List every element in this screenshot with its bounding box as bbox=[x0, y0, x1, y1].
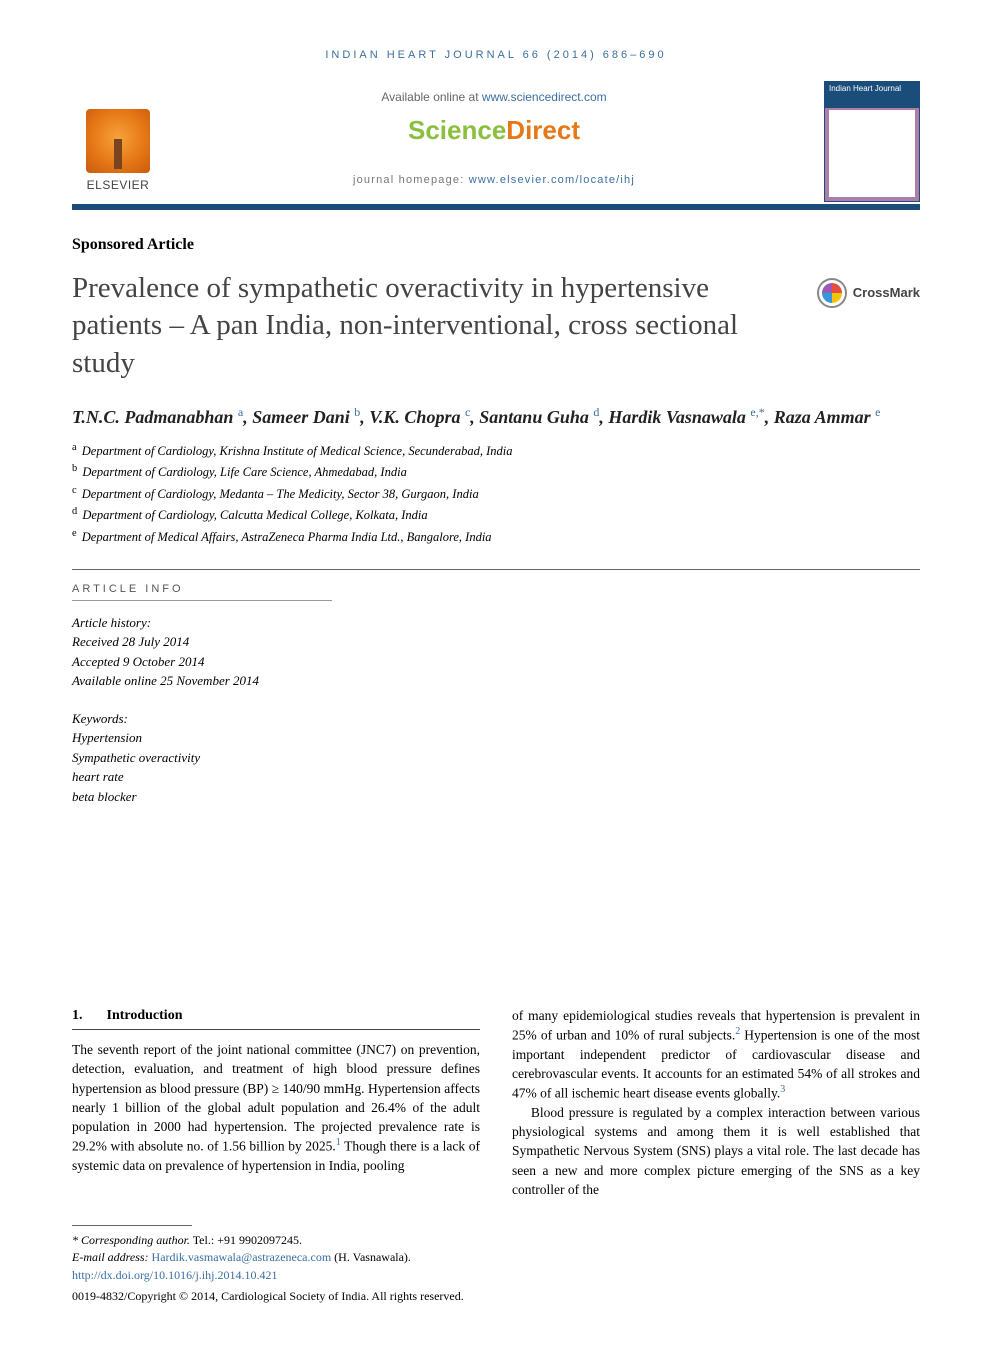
title-row: Prevalence of sympathetic overactivity i… bbox=[72, 270, 920, 381]
body-columns: 1. Introduction The seventh report of th… bbox=[72, 1006, 920, 1199]
keywords-label: Keywords: bbox=[72, 709, 332, 729]
article-info: Article history: Received 28 July 2014 A… bbox=[72, 613, 332, 807]
journal-cover-title: Indian Heart Journal bbox=[829, 85, 915, 94]
citation-ref[interactable]: 3 bbox=[780, 1084, 785, 1095]
divider bbox=[72, 569, 920, 570]
email-line: E-mail address: Hardik.vasmawala@astraze… bbox=[72, 1249, 920, 1266]
article-title: Prevalence of sympathetic overactivity i… bbox=[72, 270, 793, 381]
online-date: Available online 25 November 2014 bbox=[72, 671, 332, 691]
affiliation: c Department of Cardiology, Medanta – Th… bbox=[72, 483, 920, 505]
sd-logo-word-b: Direct bbox=[506, 115, 580, 145]
masthead: ELSEVIER Available online at www.science… bbox=[72, 81, 920, 202]
affiliations: a Department of Cardiology, Krishna Inst… bbox=[72, 440, 920, 548]
body-paragraph: The seventh report of the joint national… bbox=[72, 1040, 480, 1175]
sd-logo-word-a: Science bbox=[408, 115, 506, 145]
divider bbox=[72, 600, 332, 601]
keyword: Hypertension bbox=[72, 728, 332, 748]
column-right: of many epidemiological studies reveals … bbox=[512, 1006, 920, 1199]
affiliation: e Department of Medical Affairs, AstraZe… bbox=[72, 526, 920, 548]
footnotes: * Corresponding author. Tel.: +91 990209… bbox=[72, 1232, 920, 1306]
divider-bar bbox=[72, 204, 920, 210]
body-paragraph: of many epidemiological studies reveals … bbox=[512, 1006, 920, 1103]
accepted-date: Accepted 9 October 2014 bbox=[72, 652, 332, 672]
journal-cover-body bbox=[829, 110, 915, 197]
authors-line: T.N.C. Padmanabhan a, Sameer Dani b, V.K… bbox=[72, 404, 920, 430]
copyright-line: 0019-4832/Copyright © 2014, Cardiologica… bbox=[72, 1288, 920, 1305]
text-run: The seventh report of the joint national… bbox=[72, 1042, 480, 1153]
affiliation: b Department of Cardiology, Life Care Sc… bbox=[72, 461, 920, 483]
article-history: Article history: Received 28 July 2014 A… bbox=[72, 613, 332, 691]
crossmark-widget[interactable]: CrossMark bbox=[817, 278, 920, 308]
article-type: Sponsored Article bbox=[72, 234, 920, 256]
email-label: E-mail address: bbox=[72, 1250, 152, 1264]
email-link[interactable]: Hardik.vasmawala@astrazeneca.com bbox=[152, 1250, 332, 1264]
available-prefix: Available online at bbox=[381, 90, 482, 104]
elsevier-tree-icon bbox=[86, 109, 150, 173]
history-label: Article history: bbox=[72, 613, 332, 633]
keyword: heart rate bbox=[72, 767, 332, 787]
publisher-logo[interactable]: ELSEVIER bbox=[72, 81, 164, 202]
page: INDIAN HEART JOURNAL 66 (2014) 686–690 E… bbox=[0, 0, 992, 1345]
journal-homepage-line: journal homepage: www.elsevier.com/locat… bbox=[174, 173, 814, 188]
affiliation: a Department of Cardiology, Krishna Inst… bbox=[72, 440, 920, 462]
keyword: Sympathetic overactivity bbox=[72, 748, 332, 768]
corresponding-author-line: * Corresponding author. Tel.: +91 990209… bbox=[72, 1232, 920, 1249]
corr-label: * Corresponding author. bbox=[72, 1233, 190, 1247]
tel-label: Tel.: bbox=[190, 1233, 217, 1247]
journal-homepage-link[interactable]: www.elsevier.com/locate/ihj bbox=[469, 174, 635, 186]
doi-link[interactable]: http://dx.doi.org/10.1016/j.ihj.2014.10.… bbox=[72, 1268, 277, 1282]
homepage-prefix: journal homepage: bbox=[353, 174, 469, 186]
section-title: Introduction bbox=[107, 1006, 183, 1026]
masthead-center: Available online at www.sciencedirect.co… bbox=[164, 81, 824, 202]
keywords-block: Keywords: Hypertension Sympathetic overa… bbox=[72, 709, 332, 807]
footnote-divider bbox=[72, 1225, 192, 1226]
column-left: 1. Introduction The seventh report of th… bbox=[72, 1006, 480, 1199]
keyword: beta blocker bbox=[72, 787, 332, 807]
body-paragraph: Blood pressure is regulated by a complex… bbox=[512, 1103, 920, 1199]
running-head: INDIAN HEART JOURNAL 66 (2014) 686–690 bbox=[72, 48, 920, 63]
section-number: 1. bbox=[72, 1006, 83, 1026]
section-heading: 1. Introduction bbox=[72, 1006, 480, 1030]
sciencedirect-link[interactable]: www.sciencedirect.com bbox=[482, 90, 607, 104]
crossmark-icon bbox=[817, 278, 847, 308]
sciencedirect-logo[interactable]: ScienceDirect bbox=[174, 112, 814, 148]
affiliation: d Department of Cardiology, Calcutta Med… bbox=[72, 504, 920, 526]
available-online-line: Available online at www.sciencedirect.co… bbox=[174, 89, 814, 106]
email-paren: (H. Vasnawala). bbox=[331, 1250, 411, 1264]
crossmark-label: CrossMark bbox=[853, 284, 920, 302]
article-info-heading: ARTICLE INFO bbox=[72, 582, 920, 597]
journal-cover-thumbnail[interactable]: Indian Heart Journal bbox=[824, 81, 920, 202]
received-date: Received 28 July 2014 bbox=[72, 632, 332, 652]
publisher-name: ELSEVIER bbox=[87, 177, 150, 194]
tel-value: +91 9902097245. bbox=[217, 1233, 302, 1247]
